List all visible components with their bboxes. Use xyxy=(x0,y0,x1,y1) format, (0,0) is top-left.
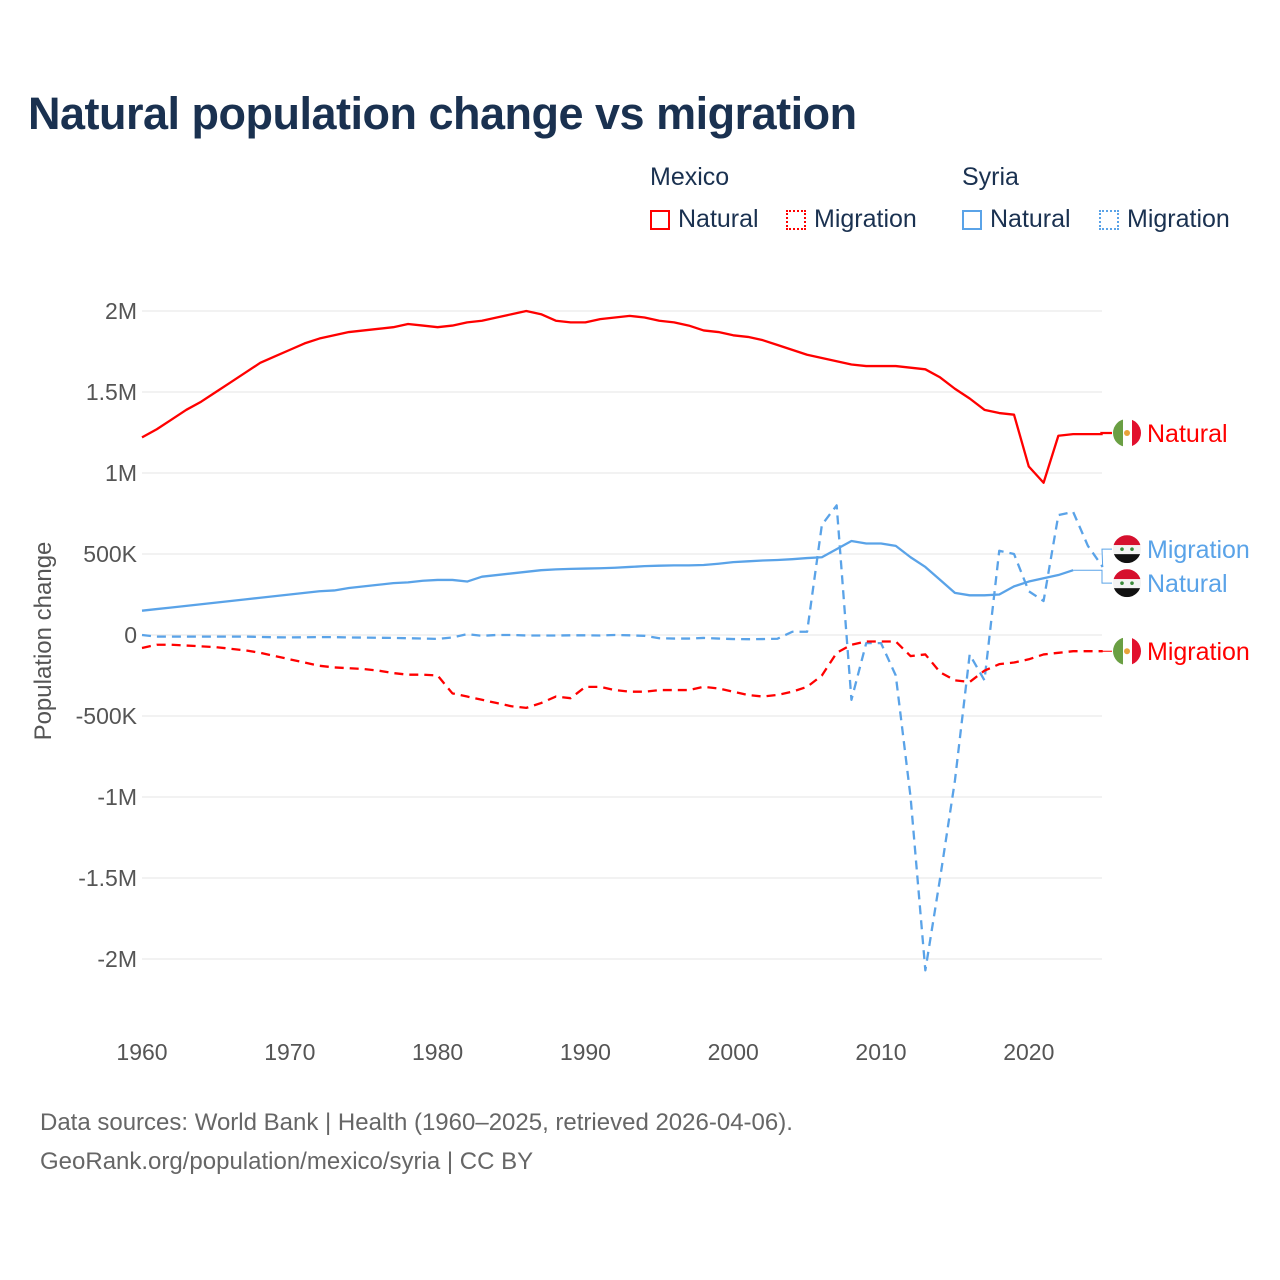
legend-swatch-solid-icon xyxy=(962,209,982,230)
legend-group-mexico: Mexico xyxy=(650,163,730,191)
label-connector xyxy=(1101,548,1112,567)
chart-title: Natural population change vs migration xyxy=(28,88,857,139)
y-tick-label: 2M xyxy=(105,298,137,324)
legend-swatch-dotted-icon xyxy=(786,209,806,230)
x-tick-label: 1960 xyxy=(116,1039,167,1065)
series-end-label: Migration xyxy=(1147,536,1250,564)
x-tick-label: 2000 xyxy=(708,1039,759,1065)
legend-group-syria: Syria xyxy=(962,163,1019,191)
y-tick-label: -1M xyxy=(97,784,137,810)
y-tick-label: 500K xyxy=(83,541,137,567)
series-end-label: Natural xyxy=(1147,570,1228,598)
y-tick-label: -2M xyxy=(97,946,137,972)
y-tick-label: 1.5M xyxy=(86,379,137,405)
x-tick-label: 1980 xyxy=(412,1039,463,1065)
y-tick-label: -1.5M xyxy=(78,865,137,891)
legend-swatch-solid-icon xyxy=(650,209,670,230)
label-connector xyxy=(1099,431,1112,435)
series-end-label: Migration xyxy=(1147,638,1250,666)
label-connector xyxy=(1073,569,1112,584)
legend-mexico-natural[interactable]: Natural xyxy=(650,205,759,234)
x-tick-label: 2020 xyxy=(1003,1039,1054,1065)
footer-link[interactable]: GeoRank.org/population/mexico/syria | CC… xyxy=(40,1148,534,1175)
syria-flag-icon xyxy=(1113,535,1141,564)
mexico-flag-icon xyxy=(1113,637,1141,666)
series-line-mexico-natural xyxy=(141,309,1103,484)
series-end-label: Natural xyxy=(1147,420,1228,448)
y-axis-label: Population change xyxy=(30,542,57,741)
y-tick-label: 1M xyxy=(105,460,137,486)
series-line-syria-migration xyxy=(141,504,1104,972)
legend-label: Migration xyxy=(814,205,917,233)
footer-sources: Data sources: World Bank | Health (1960–… xyxy=(40,1109,793,1136)
x-tick-label: 1990 xyxy=(560,1039,611,1065)
x-tick-label: 2010 xyxy=(855,1039,906,1065)
legend-label: Migration xyxy=(1127,205,1230,233)
legend-mexico-migration[interactable]: Migration xyxy=(786,205,917,234)
legend-label: Natural xyxy=(990,205,1071,233)
mexico-flag-icon xyxy=(1113,418,1141,447)
series-line-syria-natural xyxy=(141,539,1074,612)
legend-syria-migration[interactable]: Migration xyxy=(1099,205,1230,234)
line-chart: 2M 1.5M 1M 500K 0 -500K -1M -1.5M -2M 1960 1970 198… xyxy=(30,298,1250,1065)
x-tick-label: 1970 xyxy=(264,1039,315,1065)
series-line-mexico-migration xyxy=(141,640,1103,710)
y-tick-label: 0 xyxy=(124,622,137,648)
legend-syria-natural[interactable]: Natural xyxy=(962,205,1071,234)
syria-flag-icon xyxy=(1113,569,1141,598)
y-tick-label: -500K xyxy=(76,703,138,729)
legend-label: Natural xyxy=(678,205,759,233)
legend-swatch-dotted-icon xyxy=(1099,209,1119,230)
